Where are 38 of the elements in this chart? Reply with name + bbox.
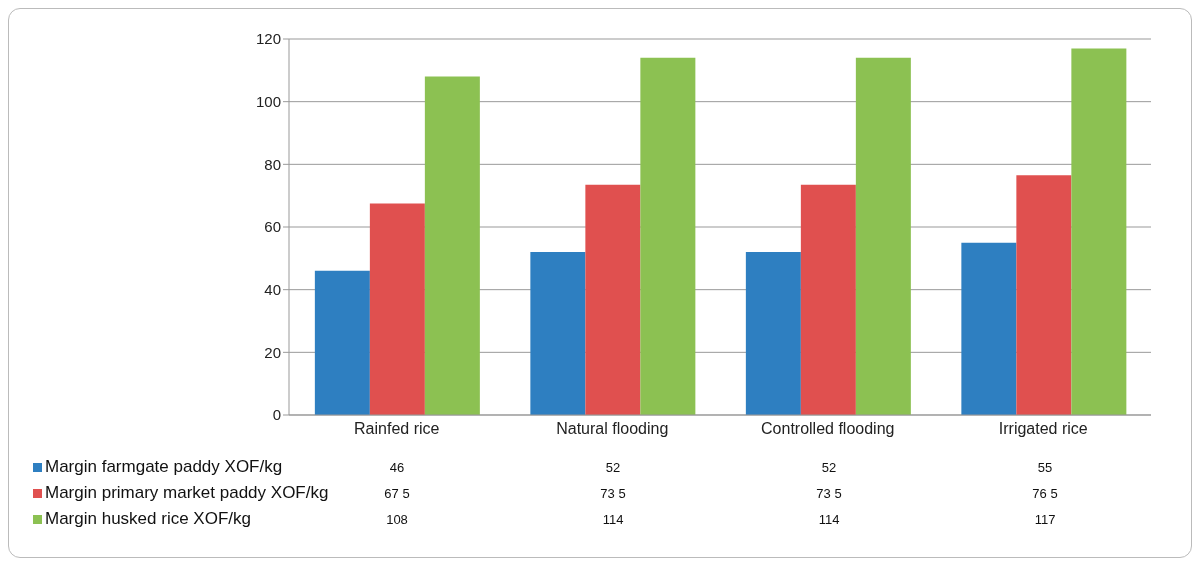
data-label: 76 5 — [1032, 486, 1058, 501]
data-label: 55 — [1037, 460, 1053, 475]
y-tick-label: 0 — [272, 406, 281, 424]
data-label: 67 5 — [384, 486, 410, 501]
legend-label: Margin husked rice XOF/kg — [45, 509, 251, 529]
y-tick-label: 60 — [264, 218, 281, 236]
data-label: 108 — [386, 512, 408, 527]
bar — [424, 76, 480, 415]
data-label: 117 — [1034, 512, 1056, 527]
data-label: 114 — [602, 512, 624, 527]
x-tick-label: Controlled flooding — [761, 420, 895, 438]
data-label: 52 — [821, 460, 837, 475]
data-label: 114 — [818, 512, 840, 527]
y-tick-label: 100 — [255, 92, 281, 110]
bar — [961, 242, 1017, 415]
data-label: 46 — [389, 460, 405, 475]
bar — [640, 57, 696, 415]
bar — [1016, 175, 1072, 415]
data-label: 52 — [605, 460, 621, 475]
y-tick-label: 40 — [264, 280, 281, 298]
bar — [530, 252, 586, 415]
legend-label: Margin primary market paddy XOF/kg — [45, 483, 329, 503]
y-tick-label: 120 — [255, 30, 281, 48]
x-tick-label: Irrigated rice — [998, 420, 1088, 438]
legend-label: Margin farmgate paddy XOF/kg — [45, 457, 283, 477]
bar — [800, 184, 856, 415]
x-tick-label: Rainfed rice — [354, 420, 440, 438]
data-label: 73 5 — [600, 486, 626, 501]
y-tick-label: 20 — [264, 343, 281, 361]
data-label: 73 5 — [816, 486, 842, 501]
bar — [369, 203, 425, 415]
bar — [314, 270, 370, 415]
bar — [855, 57, 911, 415]
bar — [745, 252, 801, 415]
y-tick-label: 80 — [264, 155, 281, 173]
x-tick-label: Natural flooding — [556, 420, 669, 438]
bar — [585, 184, 641, 415]
bar — [1071, 48, 1127, 415]
